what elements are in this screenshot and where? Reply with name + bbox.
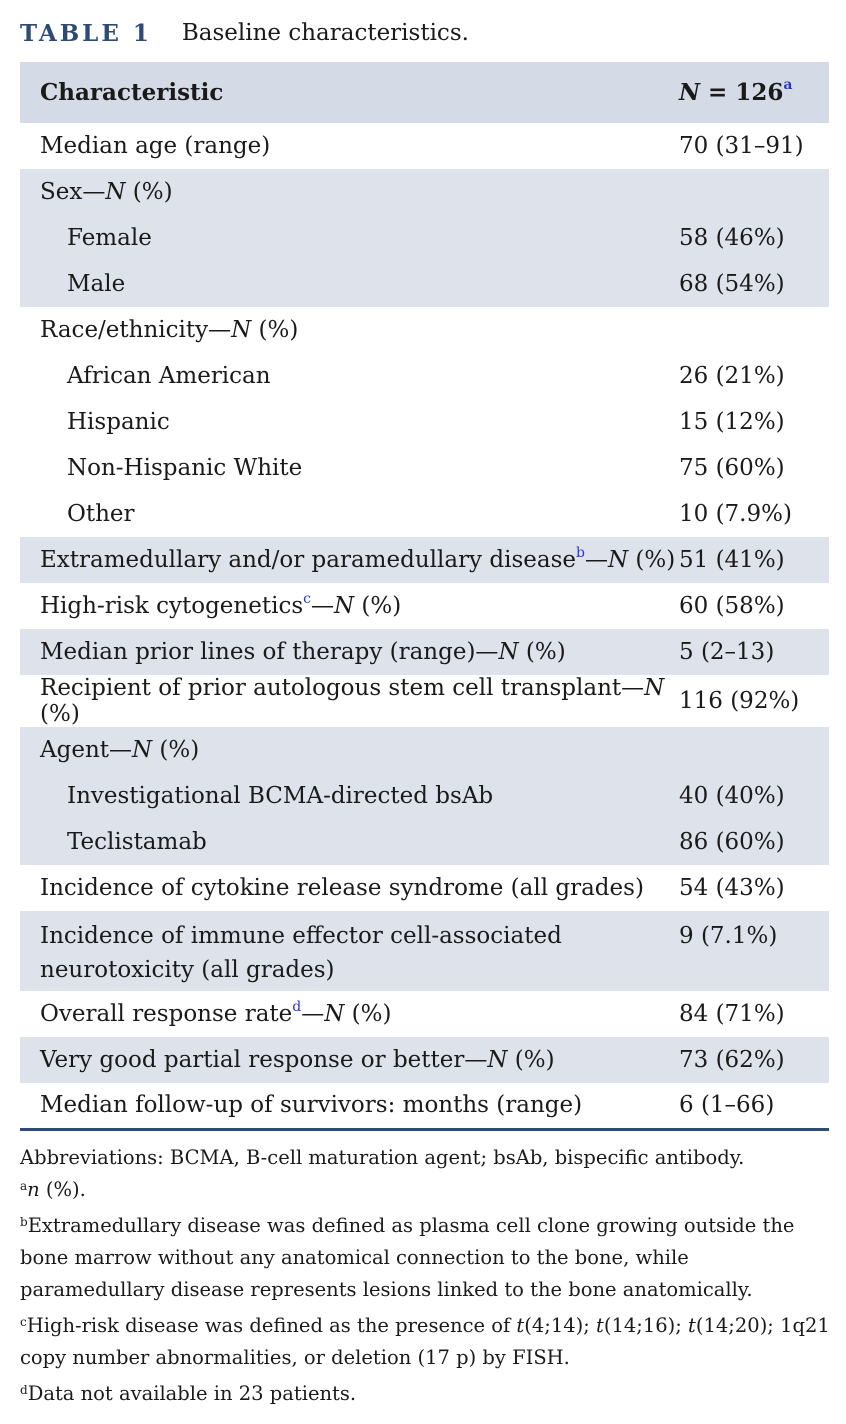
row-label: Female	[67, 225, 152, 251]
row-label: Incidence of cytokine release syndrome (…	[40, 875, 644, 901]
table-row: Investigational BCMA-directed bsAb 40 (4…	[20, 773, 829, 819]
table-row: Agent—N (%)	[20, 727, 829, 773]
row-value: 9 (7.1%)	[679, 923, 778, 949]
row-label: High-risk cytogeneticsc—N (%)	[40, 591, 402, 619]
table-title: Baseline characteristics.	[181, 20, 469, 46]
table-row: Female 58 (46%)	[20, 215, 829, 261]
table-row: Median follow-up of survivors: months (r…	[20, 1083, 829, 1129]
table-row: Teclistamab 86 (60%)	[20, 819, 829, 865]
table-row: High-risk cytogeneticsc—N (%) 60 (58%)	[20, 583, 829, 629]
row-value	[679, 169, 829, 215]
row-value: 58 (46%)	[679, 225, 785, 251]
baseline-table: Characteristic N = 126a Median age (rang…	[20, 62, 829, 1131]
row-label: Male	[67, 271, 126, 297]
row-value	[679, 307, 829, 353]
header-n-symbol: N	[679, 79, 701, 106]
row-value: 75 (60%)	[679, 455, 785, 481]
table-caption: TABLE 1 Baseline characteristics.	[20, 18, 469, 48]
table-row: Non-Hispanic White 75 (60%)	[20, 445, 829, 491]
row-value: 26 (21%)	[679, 363, 785, 389]
table-row: Median prior lines of therapy (range)—N …	[20, 629, 829, 675]
footnote-b: bExtramedullary disease was defined as p…	[20, 1214, 795, 1301]
footnote-abbreviations: Abbreviations: BCMA, B-cell maturation a…	[20, 1146, 745, 1169]
header-characteristic: Characteristic	[40, 79, 224, 106]
table-row: Overall response rated—N (%) 84 (71%)	[20, 991, 829, 1037]
row-label: Incidence of immune effector cell-associ…	[40, 923, 562, 983]
row-value: 116 (92%)	[679, 688, 800, 714]
row-label: Race/ethnicity—N (%)	[40, 317, 299, 343]
table-label: TABLE 1	[20, 19, 152, 47]
row-value: 40 (40%)	[679, 783, 785, 809]
table-row: Hispanic 15 (12%)	[20, 399, 829, 445]
row-label: Extramedullary and/or paramedullary dise…	[40, 545, 676, 573]
table-footnotes: Abbreviations: BCMA, B-cell maturation a…	[20, 1142, 830, 1410]
row-label: Recipient of prior autologous stem cell …	[40, 675, 665, 727]
footnote-link-d[interactable]: d	[292, 999, 302, 1015]
row-label: Agent—N (%)	[40, 737, 200, 763]
row-value: 5 (2–13)	[679, 639, 775, 665]
header-n-value: = 126	[700, 79, 784, 106]
row-value: 10 (7.9%)	[679, 501, 792, 527]
row-value	[679, 727, 829, 773]
row-value: 15 (12%)	[679, 409, 785, 435]
row-label: Very good partial response or better—N (…	[40, 1047, 555, 1073]
table-row: Median age (range) 70 (31–91)	[20, 123, 829, 169]
table-row: Incidence of immune effector cell-associ…	[20, 911, 829, 991]
table-row: Incidence of cytokine release syndrome (…	[20, 865, 829, 911]
row-value: 54 (43%)	[679, 875, 785, 901]
footnote-d: dData not available in 23 patients.	[20, 1382, 357, 1405]
row-label: Non-Hispanic White	[67, 455, 303, 481]
row-value: 73 (62%)	[679, 1047, 785, 1073]
table-row: Very good partial response or better—N (…	[20, 1037, 829, 1083]
table-row: African American 26 (21%)	[20, 353, 829, 399]
row-value: 86 (60%)	[679, 829, 785, 855]
row-value: 60 (58%)	[679, 593, 785, 619]
row-label: Median age (range)	[40, 133, 271, 159]
table-row: Sex—N (%)	[20, 169, 829, 215]
row-label: Sex—N (%)	[40, 179, 173, 205]
table-row: Male 68 (54%)	[20, 261, 829, 307]
row-label: Investigational BCMA-directed bsAb	[67, 783, 494, 809]
row-value: 6 (1–66)	[679, 1092, 775, 1119]
row-label: Median prior lines of therapy (range)—N …	[40, 639, 566, 665]
footnote-a: an (%).	[20, 1178, 86, 1201]
row-value: 68 (54%)	[679, 271, 785, 297]
table-header-row: Characteristic N = 126a	[20, 62, 829, 123]
footnote-c: cHigh-risk disease was defined as the pr…	[20, 1314, 830, 1369]
footnote-link-b[interactable]: b	[576, 545, 585, 561]
table-row: Other 10 (7.9%)	[20, 491, 829, 537]
footnote-link-a[interactable]: a	[783, 77, 793, 93]
header-n: N = 126a	[679, 62, 829, 123]
row-label: African American	[67, 363, 271, 389]
row-label: Other	[67, 501, 135, 527]
table-row: Recipient of prior autologous stem cell …	[20, 675, 829, 727]
table-row: Race/ethnicity—N (%)	[20, 307, 829, 353]
table-row: Extramedullary and/or paramedullary dise…	[20, 537, 829, 583]
row-value: 70 (31–91)	[679, 133, 804, 159]
row-value: 84 (71%)	[679, 1001, 785, 1027]
row-value: 51 (41%)	[679, 547, 785, 573]
row-label: Hispanic	[67, 409, 170, 435]
row-label: Teclistamab	[67, 829, 207, 855]
row-label: Overall response rated—N (%)	[40, 999, 392, 1027]
row-label: Median follow-up of survivors: months (r…	[40, 1092, 583, 1119]
footnote-link-c[interactable]: c	[303, 591, 311, 607]
